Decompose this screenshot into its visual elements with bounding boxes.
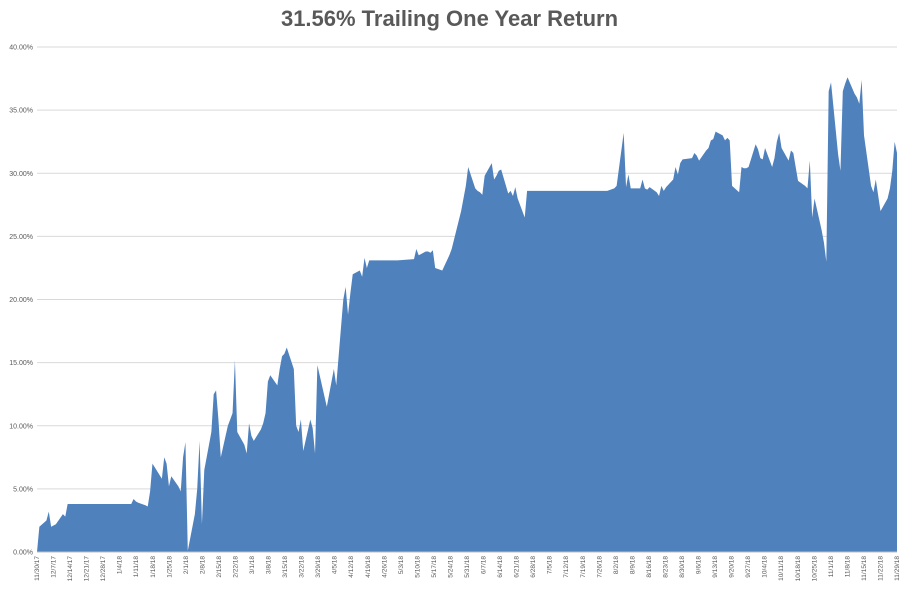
x-tick-label: 2/1/18 [183, 556, 190, 574]
x-tick-label: 12/7/17 [51, 556, 58, 578]
x-tick-label: 11/22/18 [877, 556, 884, 581]
y-tick-label: 20.00% [9, 297, 33, 304]
x-tick-label: 8/9/18 [629, 556, 636, 574]
x-tick-label: 3/1/18 [249, 556, 256, 574]
x-tick-label: 10/4/18 [762, 556, 769, 578]
x-tick-label: 3/8/18 [266, 556, 273, 574]
x-tick-label: 2/22/18 [232, 556, 239, 578]
x-tick-label: 12/21/17 [84, 556, 91, 582]
x-tick-label: 6/14/18 [497, 556, 504, 578]
x-tick-label: 11/30/17 [34, 556, 41, 581]
y-tick-label: 10.00% [9, 423, 33, 430]
x-tick-label: 3/15/18 [282, 556, 289, 578]
series-area [37, 77, 897, 553]
x-tick-label: 9/6/18 [696, 556, 703, 574]
x-tick-label: 1/11/18 [133, 556, 140, 578]
x-tick-label: 11/1/18 [828, 556, 835, 578]
x-tick-label: 7/26/18 [596, 556, 603, 578]
x-tick-label: 10/18/18 [795, 556, 802, 582]
x-tick-label: 8/23/18 [662, 556, 669, 578]
y-tick-label: 0.00% [13, 550, 33, 557]
y-tick-label: 40.00% [9, 45, 33, 52]
x-tick-label: 9/27/18 [745, 556, 752, 578]
x-tick-label: 10/25/18 [811, 556, 818, 582]
x-tick-label: 3/29/18 [315, 556, 322, 578]
x-tick-label: 8/2/18 [613, 556, 620, 574]
x-tick-label: 12/14/17 [67, 556, 74, 582]
x-tick-label: 5/24/18 [447, 556, 454, 578]
x-tick-label: 6/21/18 [514, 556, 521, 578]
x-tick-label: 7/12/18 [563, 556, 570, 578]
x-tick-label: 5/31/18 [464, 556, 471, 578]
x-tick-label: 8/30/18 [679, 556, 686, 578]
y-tick-label: 35.00% [9, 108, 33, 115]
x-tick-label: 7/19/18 [580, 556, 587, 578]
x-tick-label: 1/25/18 [166, 556, 173, 578]
x-tick-label: 2/8/18 [199, 556, 206, 574]
x-tick-label: 4/5/18 [332, 556, 339, 574]
x-tick-label: 11/8/18 [844, 556, 851, 578]
chart-title: 31.56% Trailing One Year Return [280, 6, 619, 31]
x-tick-label: 4/12/18 [348, 556, 355, 578]
x-tick-label: 5/3/18 [398, 556, 405, 574]
x-tick-label: 2/15/18 [216, 556, 223, 578]
x-tick-label: 8/16/18 [646, 556, 653, 578]
x-tick-label: 5/17/18 [431, 556, 438, 578]
x-tick-label: 7/5/18 [547, 556, 554, 574]
x-tick-label: 3/22/18 [299, 556, 306, 578]
y-tick-label: 5.00% [13, 486, 33, 493]
y-tick-label: 30.00% [9, 171, 33, 178]
x-tick-label: 10/11/18 [778, 556, 785, 581]
x-tick-label: 11/29/18 [894, 556, 899, 581]
y-axis: 0.00% 5.00% 10.00% 15.00% 20.00% 25.00% 30.00%… [9, 45, 33, 557]
y-tick-label: 25.00% [9, 234, 33, 241]
x-tick-label: 9/20/18 [729, 556, 736, 578]
x-tick-label: 12/28/17 [100, 556, 107, 582]
x-tick-label: 5/10/18 [414, 556, 421, 578]
x-axis: 11/30/17 12/7/17 12/14/17 12/21/17 12/28/17 1… [34, 551, 899, 582]
x-tick-label: 1/18/18 [150, 556, 157, 578]
x-tick-label: 6/28/18 [530, 556, 537, 578]
x-tick-label: 4/26/18 [381, 556, 388, 578]
y-tick-label: 15.00% [9, 360, 33, 367]
x-tick-label: 11/15/18 [861, 556, 868, 581]
x-tick-label: 1/4/18 [117, 556, 124, 574]
x-tick-label: 4/19/18 [365, 556, 372, 578]
area-series [37, 77, 897, 553]
x-tick-label: 6/7/18 [481, 556, 488, 574]
x-tick-label: 9/13/18 [712, 556, 719, 578]
